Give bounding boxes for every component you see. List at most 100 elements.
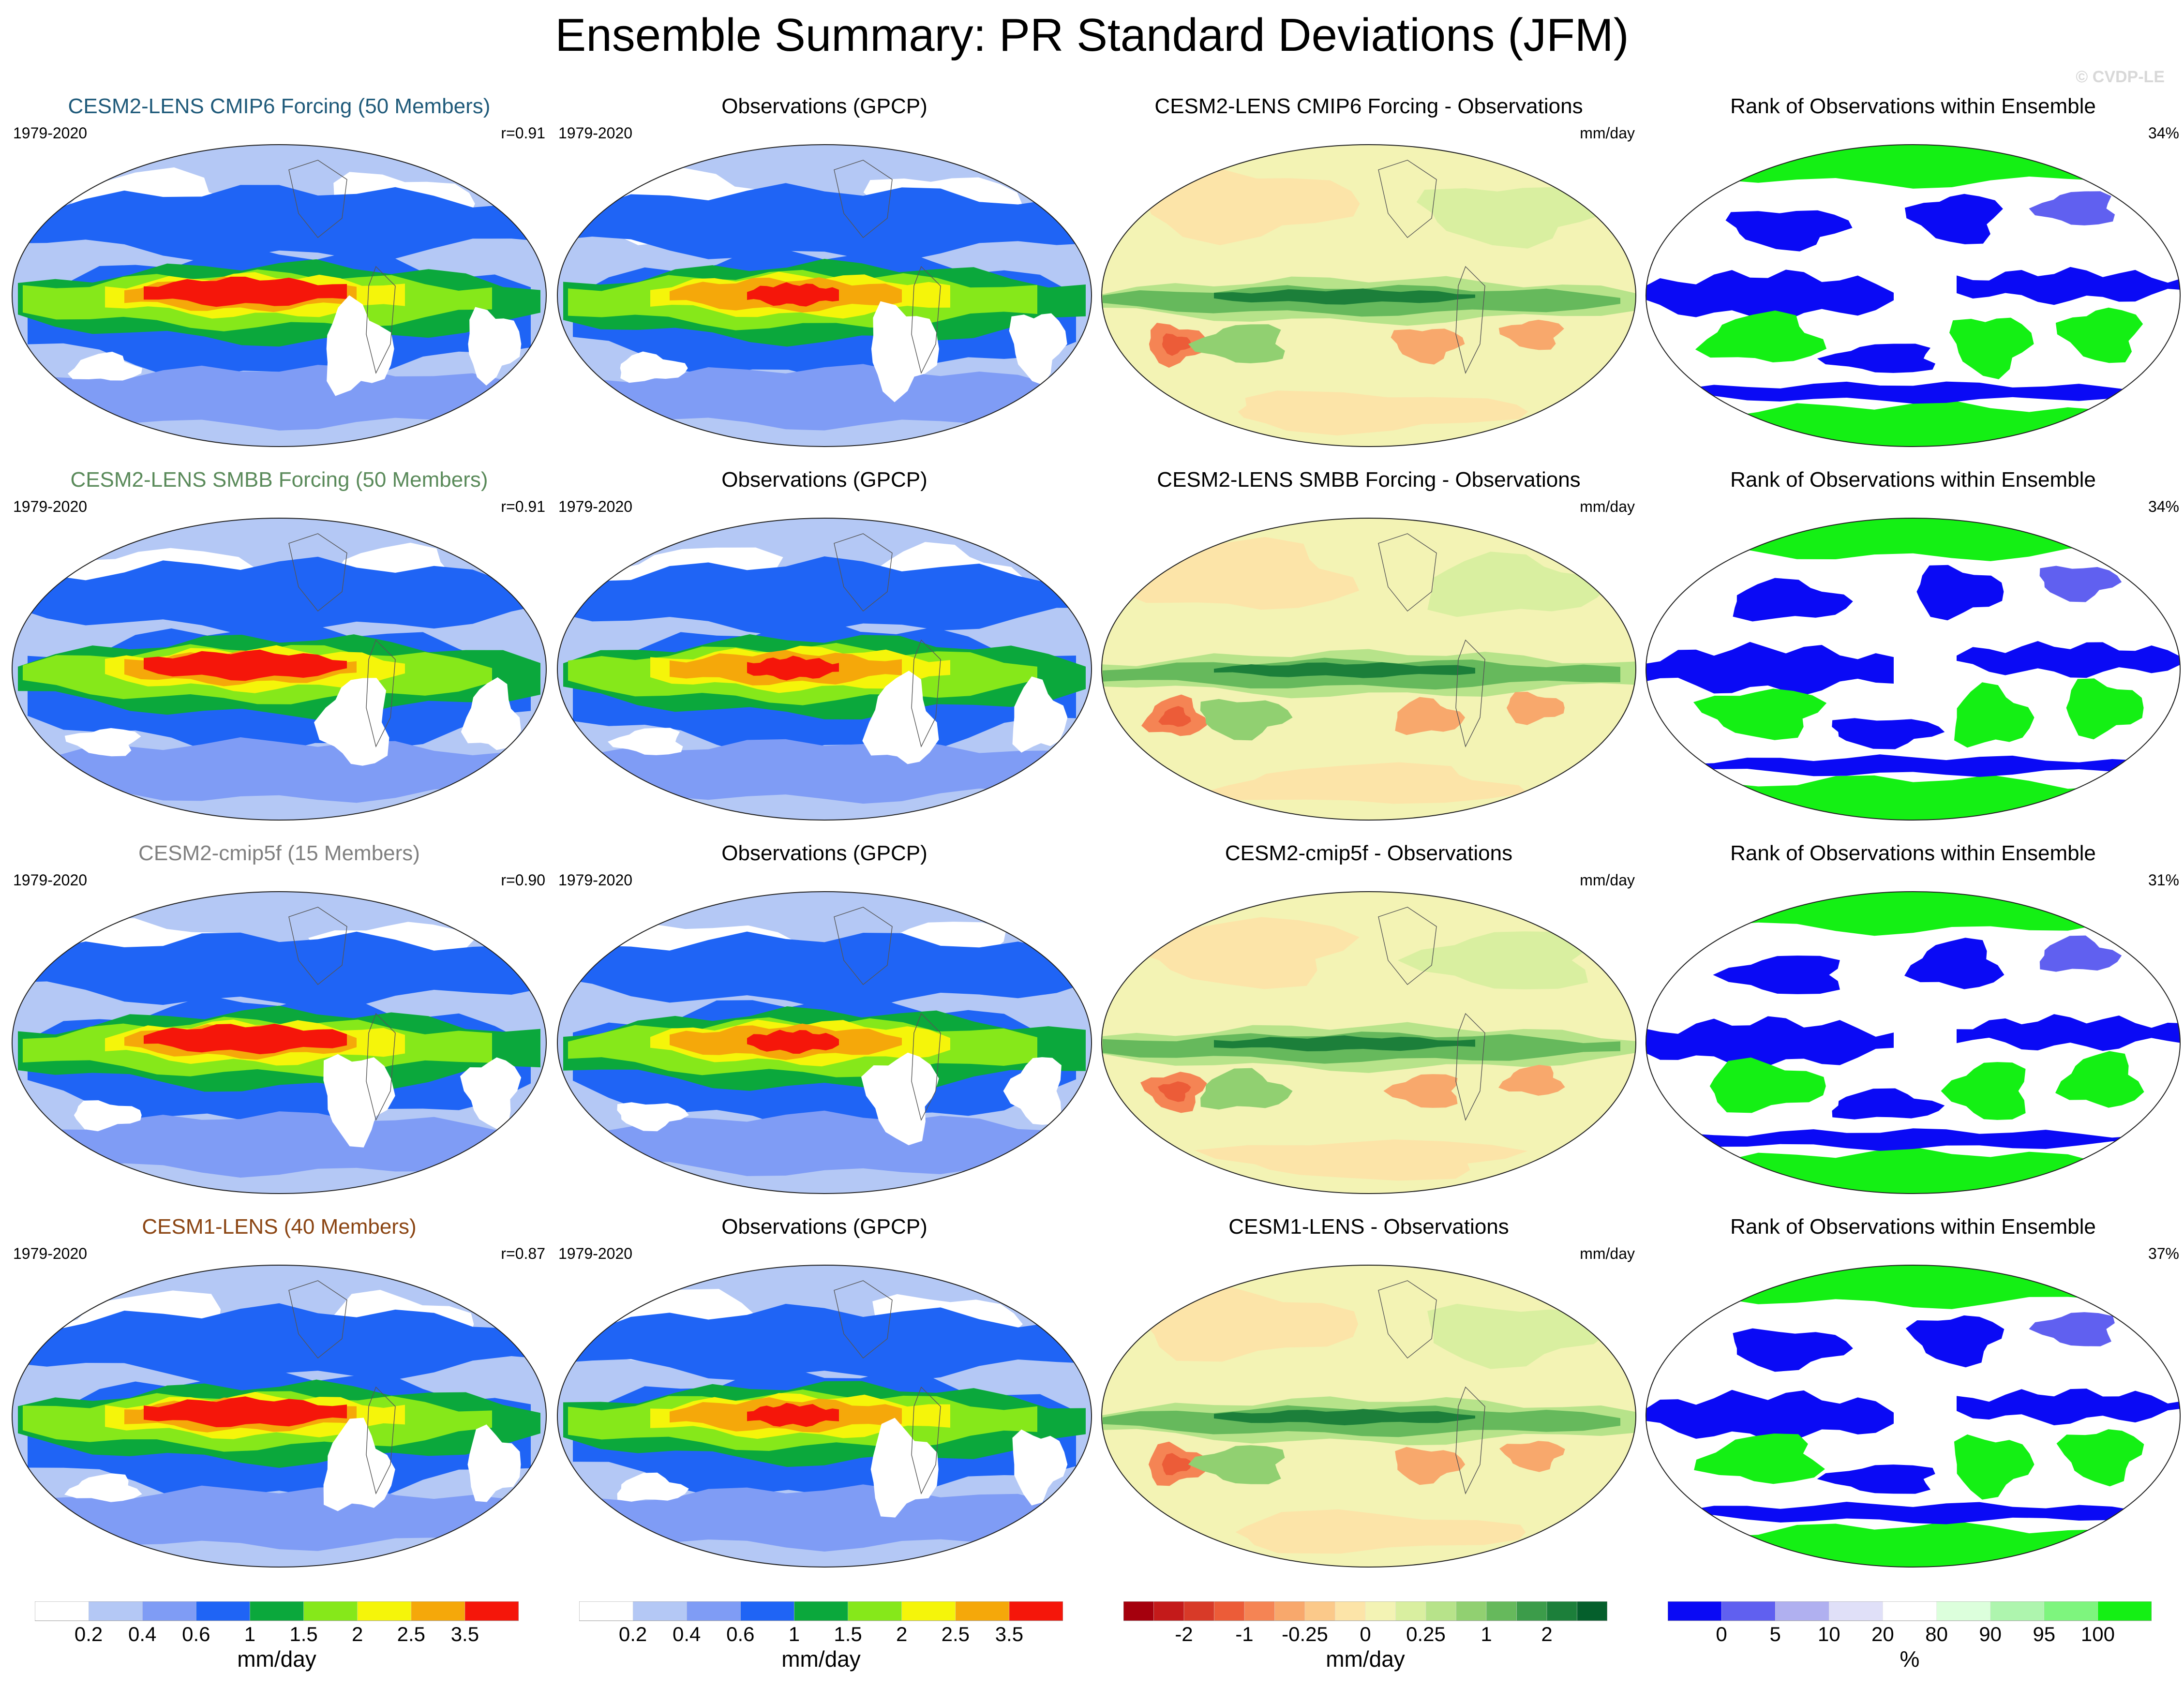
positive-bias-region bbox=[1395, 1447, 1466, 1485]
coastline bbox=[834, 1280, 893, 1359]
obs-map bbox=[556, 891, 1092, 1194]
colorbar-tick-label: 1 bbox=[1481, 1623, 1492, 1645]
low-rank-region bbox=[1733, 578, 1853, 622]
coastline bbox=[366, 266, 396, 374]
precipitation-maximum bbox=[747, 656, 839, 681]
coastline bbox=[1378, 907, 1437, 985]
panel-rank-row1: Rank of Observations within Ensemble 34% bbox=[1642, 94, 2184, 452]
panel-period: 1979-2020 bbox=[558, 498, 633, 515]
colorbar-tick-label: 0.2 bbox=[619, 1623, 647, 1645]
colorbar-swatch bbox=[740, 1601, 795, 1621]
colorbar-swatch bbox=[1183, 1601, 1215, 1621]
panel-obs-row4: Observations (GPCP) 1979-2020 bbox=[553, 1215, 1095, 1573]
panel-units: mm/day bbox=[1580, 871, 1635, 889]
negative-bias-band bbox=[1214, 288, 1475, 305]
coastline bbox=[366, 1013, 396, 1121]
map-border bbox=[1101, 518, 1637, 821]
colorbar-swatch bbox=[1577, 1601, 1607, 1621]
colorbar-swatch bbox=[1990, 1601, 2045, 1621]
precipitation-maximum bbox=[144, 649, 347, 681]
colorbar-border bbox=[1123, 1601, 1607, 1621]
panel-title: CESM2-LENS SMBB Forcing (50 Members) bbox=[70, 468, 488, 492]
coastline bbox=[288, 1280, 347, 1359]
map-border bbox=[1645, 144, 2181, 447]
colorbar-swatch bbox=[1936, 1601, 1991, 1621]
rank-map bbox=[1645, 891, 2181, 1194]
map-border bbox=[556, 891, 1092, 1194]
dry-region bbox=[871, 301, 939, 403]
map-border bbox=[1645, 518, 2181, 821]
negative-bias-region bbox=[1416, 187, 1607, 249]
panel-model-row2: CESM2-LENS SMBB Forcing (50 Members) 1979… bbox=[8, 468, 550, 826]
southern-band bbox=[557, 738, 1092, 804]
coastline bbox=[911, 1013, 941, 1121]
low-rank-region bbox=[2029, 191, 2115, 225]
colorbar-swatch bbox=[1123, 1601, 1154, 1621]
positive-bias-region bbox=[1145, 1284, 1359, 1362]
low-rank-region bbox=[2039, 566, 2122, 602]
high-rank-region bbox=[1709, 1057, 1826, 1113]
positive-bias-region bbox=[1158, 1081, 1191, 1102]
colorbar-swatch bbox=[1668, 1601, 1722, 1621]
colorbar-swatch bbox=[1244, 1601, 1275, 1621]
colorbar-swatch bbox=[1304, 1601, 1336, 1621]
map-border bbox=[11, 1265, 547, 1568]
positive-bias-region bbox=[1498, 1064, 1565, 1096]
coastline bbox=[366, 639, 396, 748]
colorbar-units: mm/day bbox=[237, 1646, 316, 1672]
rank-percentage: 34% bbox=[2148, 498, 2179, 515]
coastline bbox=[288, 907, 347, 985]
rank-map bbox=[1645, 518, 2181, 821]
high-rank-region bbox=[1646, 892, 2180, 936]
colorbar-swatch bbox=[196, 1601, 251, 1621]
dry-region bbox=[1012, 1429, 1068, 1506]
negative-bias-region bbox=[1200, 699, 1293, 741]
low-rank-region bbox=[1817, 344, 1936, 373]
dry-region bbox=[608, 728, 683, 755]
model-map bbox=[11, 518, 547, 821]
positive-bias-region bbox=[1158, 706, 1191, 727]
storm-track-band bbox=[12, 185, 546, 262]
storm-track-band bbox=[12, 556, 546, 637]
colorbar-rank-colorbar-4: 0 5 10 20 80 90 95 100% bbox=[1668, 1601, 2152, 1681]
panel-diff-row4: CESM1-LENS - Observations mm/day bbox=[1098, 1215, 1640, 1573]
dry-region bbox=[67, 352, 142, 381]
panel-title: CESM1-LENS - Observations bbox=[1228, 1215, 1509, 1239]
low-rank-region bbox=[1916, 565, 2004, 621]
dry-region bbox=[861, 1052, 939, 1146]
model-map bbox=[11, 144, 547, 447]
high-rank-region bbox=[1695, 310, 1827, 362]
panel-title: Rank of Observations within Ensemble bbox=[1730, 94, 2096, 118]
positive-bias-region bbox=[1391, 329, 1465, 365]
low-rank-region bbox=[1681, 754, 2145, 777]
colorbar-swatch bbox=[1214, 1601, 1245, 1621]
obs-map bbox=[556, 144, 1092, 447]
model-map bbox=[11, 1265, 547, 1568]
negative-bias-region bbox=[1427, 1303, 1608, 1369]
colorbar-swatch bbox=[848, 1601, 902, 1621]
colorbar-tick-label: -1 bbox=[1235, 1623, 1253, 1645]
colorbar-tick-label: 95 bbox=[2033, 1623, 2055, 1645]
low-rank-region bbox=[1957, 641, 2180, 678]
dry-region bbox=[74, 1100, 142, 1132]
coastline bbox=[1378, 160, 1437, 238]
colorbar-units: mm/day bbox=[781, 1646, 861, 1672]
colorbar-tick-label: 0 bbox=[1716, 1623, 1727, 1645]
colorbar-tick-label: 2 bbox=[896, 1623, 907, 1645]
panel-rank-row3: Rank of Observations within Ensemble 31% bbox=[1642, 841, 2184, 1199]
high-rank-region bbox=[1694, 1434, 1825, 1484]
dry-region bbox=[64, 728, 141, 757]
low-rank-region bbox=[1957, 1389, 2180, 1425]
storm-track-band bbox=[12, 931, 546, 1010]
colorbar-stddev-colorbar-1: 0.2 0.4 0.6 1 1.5 2 2.5 3.5 mm/day bbox=[35, 1601, 519, 1681]
southern-band bbox=[12, 737, 546, 803]
panel-title: CESM2-LENS SMBB Forcing - Observations bbox=[1157, 468, 1581, 492]
panel-period: 1979-2020 bbox=[13, 124, 88, 142]
map-border bbox=[11, 518, 547, 821]
colorbar-swatch bbox=[901, 1601, 956, 1621]
panel-period: 1979-2020 bbox=[558, 871, 633, 889]
dry-region bbox=[617, 1102, 689, 1132]
high-rank-region bbox=[1954, 1434, 2034, 1500]
obs-map bbox=[556, 1265, 1092, 1568]
high-rank-region bbox=[2055, 307, 2143, 363]
